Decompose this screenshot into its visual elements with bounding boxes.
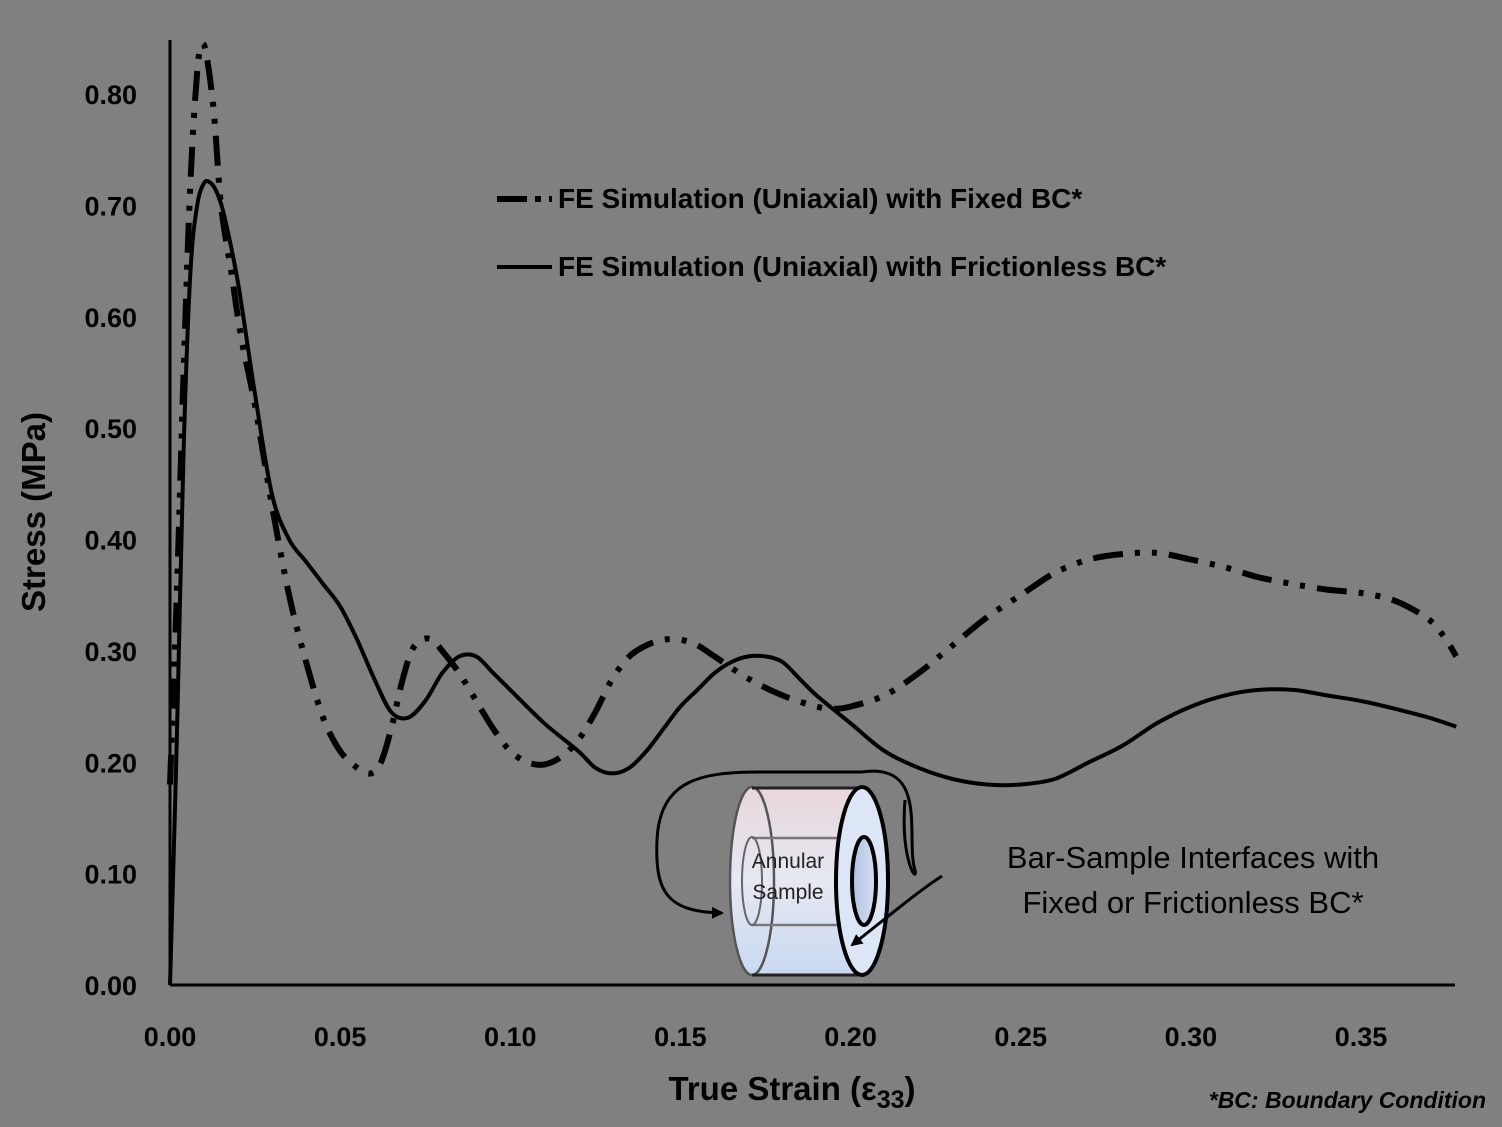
y-tick-labels: 0.00 0.10 0.20 0.30 0.40 0.50 0.60 0.70 0.80	[84, 80, 137, 1001]
x-tick-label: 0.15	[654, 1022, 707, 1052]
x-tick-label: 0.25	[994, 1022, 1047, 1052]
x-axis-title: True Strain (ε33)	[668, 1070, 915, 1114]
interface-note: Bar-Sample Interfaces with Fixed or Fric…	[1007, 840, 1379, 920]
series-layer	[167, 40, 1459, 986]
y-tick-label: 0.10	[84, 860, 137, 890]
legend-label-fixed-bc: FE Simulation (Uniaxial) with Fixed BC*	[558, 183, 1082, 214]
legend: FE Simulation (Uniaxial) with Fixed BC* …	[497, 183, 1166, 282]
x-tick-label: 0.00	[144, 1022, 197, 1052]
y-tick-label: 0.80	[84, 80, 137, 110]
axes	[168, 40, 1455, 987]
x-tick-label: 0.10	[484, 1022, 537, 1052]
y-tick-label: 0.20	[84, 748, 137, 778]
x-tick-label: 0.20	[824, 1022, 877, 1052]
y-tick-label: 0.60	[84, 303, 137, 333]
series-line-fixed-bc	[167, 40, 1459, 785]
pointer-arrow	[850, 874, 943, 947]
annular-sample-illustration: Annular Sample	[655, 769, 943, 977]
footnote: *BC: Boundary Condition	[1209, 1087, 1486, 1113]
y-axis-title: Stress (MPa)	[15, 412, 52, 612]
cylinder-body	[752, 788, 862, 975]
x-tick-label: 0.35	[1335, 1022, 1388, 1052]
x-tick-labels: 0.00 0.05 0.10 0.15 0.20 0.25 0.30 0.35	[144, 1022, 1388, 1052]
x-tick-label: 0.05	[314, 1022, 367, 1052]
x-tick-label: 0.30	[1165, 1022, 1218, 1052]
y-tick-label: 0.30	[84, 637, 137, 667]
y-tick-label: 0.70	[84, 191, 137, 221]
y-tick-label: 0.40	[84, 526, 137, 556]
legend-label-frictionless-bc: FE Simulation (Uniaxial) with Frictionle…	[558, 251, 1166, 282]
loop-arrow	[655, 769, 917, 913]
interface-note-line1: Bar-Sample Interfaces with	[1007, 840, 1379, 875]
inner-bore-back	[741, 836, 763, 926]
series-line-frictionless-bc	[168, 179, 1457, 986]
interface-note-line2: Fixed or Frictionless BC*	[1022, 885, 1363, 920]
inner-bore-front	[850, 835, 878, 927]
sample-label-line2: Sample	[752, 881, 823, 904]
y-tick-label: 0.00	[84, 971, 137, 1001]
sample-label-line1: Annular	[752, 850, 824, 873]
y-tick-label: 0.50	[84, 414, 137, 444]
cylinder-edges	[752, 786, 862, 977]
